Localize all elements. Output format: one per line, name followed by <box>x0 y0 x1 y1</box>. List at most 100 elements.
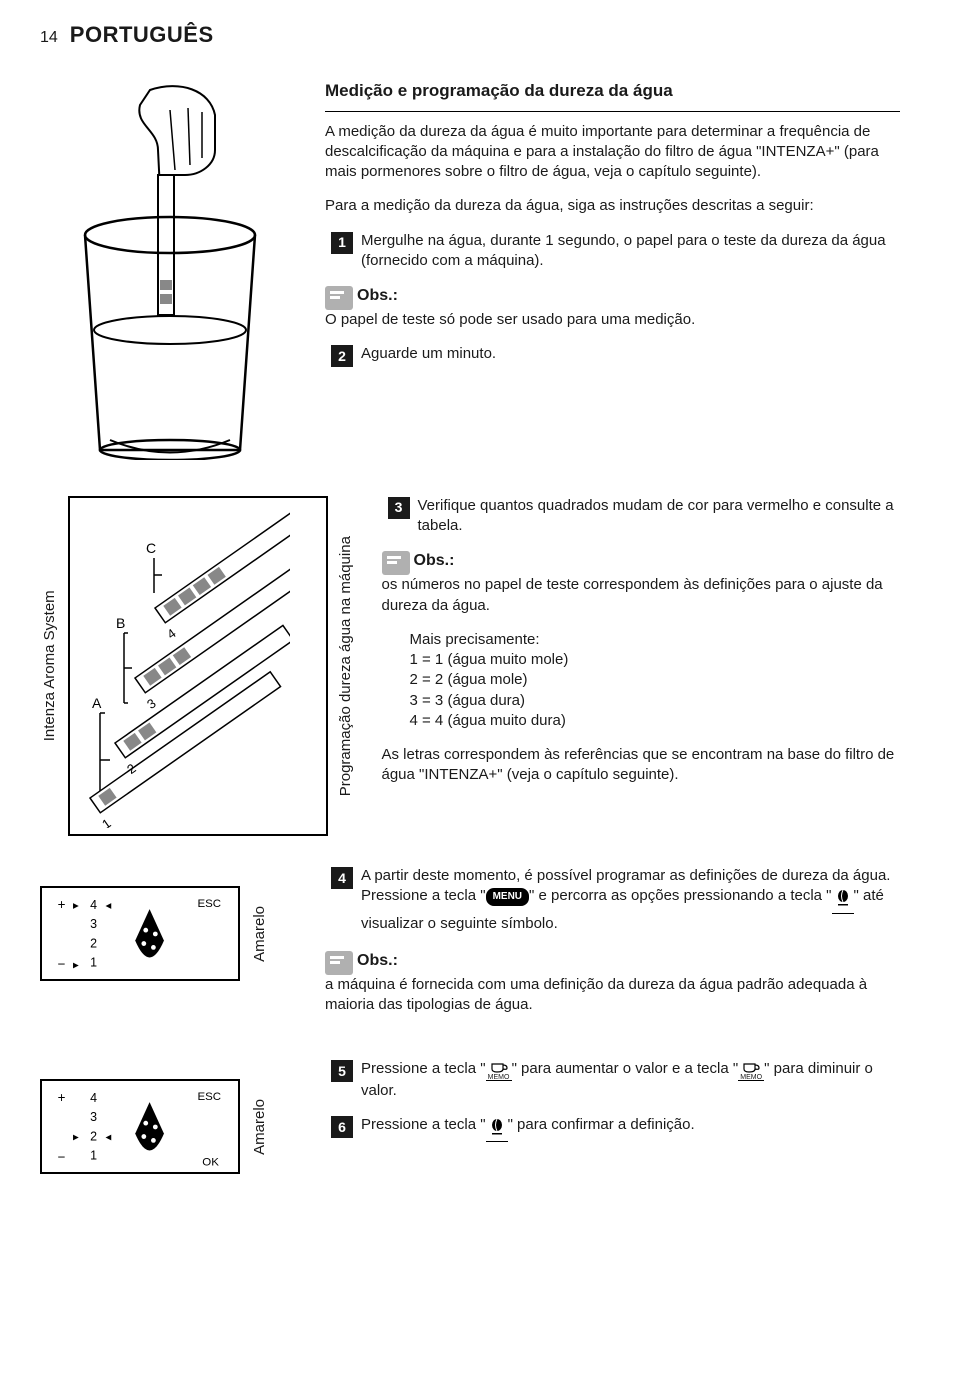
svg-text:−: − <box>58 957 66 972</box>
note2-line: 3 = 3 (água dura) <box>410 691 901 711</box>
page-header: 14 PORTUGUÊS <box>40 20 920 50</box>
svg-text:3: 3 <box>90 1111 97 1125</box>
strips-text-col: 3 Verifique quantos quadrados mudam de c… <box>382 496 921 800</box>
svg-text:3: 3 <box>90 917 97 931</box>
step-2-text: Aguarde um minuto. <box>361 344 900 367</box>
step-num-4: 4 <box>331 867 353 889</box>
note2-line: 2 = 2 (água mole) <box>410 670 901 690</box>
note-icon <box>325 951 353 975</box>
svg-text:4: 4 <box>90 1092 97 1106</box>
note2-line: 4 = 4 (água muito dura) <box>410 711 901 731</box>
row-intro: Medição e programação da dureza da água … <box>40 80 920 466</box>
note-label: Obs.: <box>414 552 455 569</box>
note2-line: 1 = 1 (água muito mole) <box>410 650 901 670</box>
page: 14 PORTUGUÊS <box>0 0 960 1244</box>
bean-icon <box>486 1119 508 1142</box>
step5-part: Pressione a tecla " <box>361 1060 486 1077</box>
svg-text:+: + <box>58 897 66 912</box>
memo-label: MEMO <box>738 1076 764 1080</box>
step-4-text: A partir deste momento, é possível progr… <box>361 866 900 934</box>
note-3: Obs.: a máquina é fornecida com uma defi… <box>325 950 900 1016</box>
illustration-glass <box>40 80 300 466</box>
intro-text-col: Medição e programação da dureza da água … <box>325 80 920 382</box>
svg-text:+: + <box>58 1091 66 1106</box>
step-num-6: 6 <box>331 1116 353 1138</box>
row-strips: Intenza Aroma System A B C <box>40 496 920 836</box>
svg-text:4: 4 <box>164 625 179 641</box>
illustration-strips: Intenza Aroma System A B C <box>40 496 357 836</box>
svg-text:4: 4 <box>90 898 97 912</box>
step-5: 5 Pressione a tecla "MEMO" para aumentar… <box>325 1059 900 1101</box>
svg-text:2: 2 <box>90 1130 97 1144</box>
divider <box>325 111 900 112</box>
svg-text:ESC: ESC <box>197 898 221 910</box>
panel2-svg: + − 4 3 ▸ 2 ◂ 1 ESC OK <box>40 1079 240 1174</box>
bean-icon <box>832 890 854 913</box>
svg-text:−: − <box>58 1150 66 1165</box>
step-2: 2 Aguarde um minuto. <box>325 344 900 367</box>
svg-text:1: 1 <box>90 1149 97 1163</box>
intro-para-2: Para a medição da dureza da água, siga a… <box>325 196 900 216</box>
step-6: 6 Pressione a tecla " " para confirmar a … <box>325 1115 900 1142</box>
vlabel-intenza: Intenza Aroma System <box>40 496 60 836</box>
section-title: Medição e programação da dureza da água <box>325 80 900 103</box>
intro-para-1: A medição da dureza da água é muito impo… <box>325 122 900 183</box>
note-icon <box>325 286 353 310</box>
vlabel-prog: Programação dureza água na máquina <box>336 496 356 836</box>
strip-letter: C <box>146 540 156 556</box>
page-number: 14 <box>40 27 58 49</box>
row-panel2: + − 4 3 ▸ 2 ◂ 1 ESC OK Amarelo <box>40 1059 920 1174</box>
step-num-1: 1 <box>331 232 353 254</box>
illustration-panel2: + − 4 3 ▸ 2 ◂ 1 ESC OK Amarelo <box>40 1059 300 1174</box>
strip-letter: A <box>92 695 102 711</box>
step-3-text: Verifique quantos quadrados mudam de cor… <box>418 496 901 537</box>
svg-text:▸: ▸ <box>73 960 79 972</box>
glass-svg <box>40 80 300 460</box>
strip-letter: B <box>116 615 125 631</box>
vlabel-amarelo-1: Amarelo <box>250 906 270 962</box>
step6-part: " para confirmar a definição. <box>508 1116 695 1133</box>
note-2-body: os números no papel de teste corresponde… <box>382 576 883 613</box>
step-num-2: 2 <box>331 345 353 367</box>
step-3: 3 Verifique quantos quadrados mudam de c… <box>382 496 901 537</box>
step-6-text: Pressione a tecla " " para confirmar a de… <box>361 1115 900 1142</box>
step-1-text: Mergulhe na água, durante 1 segundo, o p… <box>361 231 900 272</box>
note-2-list: Mais precisamente: 1 = 1 (água muito mol… <box>382 630 901 731</box>
svg-text:3: 3 <box>144 695 159 711</box>
step-1: 1 Mergulhe na água, durante 1 segundo, o… <box>325 231 900 272</box>
panel1-text-col: 4 A partir deste momento, é possível pro… <box>325 866 920 1029</box>
svg-text:2: 2 <box>90 937 97 951</box>
svg-text:▸: ▸ <box>73 1132 79 1144</box>
svg-text:▸: ▸ <box>73 900 79 912</box>
step-num-3: 3 <box>388 497 410 519</box>
cup-memo-icon: MEMO <box>738 1062 764 1081</box>
cup-memo-icon: MEMO <box>486 1062 512 1081</box>
note-3-body: a máquina é fornecida com uma definição … <box>325 976 867 1013</box>
step5-part: " para aumentar o valor e a tecla " <box>512 1060 739 1077</box>
panel2-text-col: 5 Pressione a tecla "MEMO" para aumentar… <box>325 1059 920 1156</box>
step-num-5: 5 <box>331 1060 353 1082</box>
svg-text:◂: ◂ <box>106 900 112 912</box>
note-icon <box>382 551 410 575</box>
svg-text:◂: ◂ <box>106 1132 112 1144</box>
svg-text:OK: OK <box>202 1157 219 1169</box>
note-2-tail: As letras correspondem às referências qu… <box>382 745 901 786</box>
menu-icon: MENU <box>486 888 529 906</box>
svg-text:ESC: ESC <box>197 1092 221 1104</box>
svg-text:1: 1 <box>90 956 97 970</box>
note-1-body: O papel de teste só pode ser usado para … <box>325 311 695 328</box>
memo-label: MEMO <box>486 1076 512 1080</box>
panel1-svg: + − ▸ ▸ 4 3 2 1 ◂ ESC <box>40 886 240 981</box>
note-2: Obs.: os números no papel de teste corre… <box>382 550 901 616</box>
illustration-panel1: + − ▸ ▸ 4 3 2 1 ◂ ESC Amarelo <box>40 866 300 981</box>
note-1: Obs.: O papel de teste só pode ser usado… <box>325 285 900 330</box>
language-label: PORTUGUÊS <box>70 20 214 50</box>
step6-part: Pressione a tecla " <box>361 1116 486 1133</box>
note2-line: Mais precisamente: <box>410 630 901 650</box>
step-4: 4 A partir deste momento, é possível pro… <box>325 866 900 934</box>
note-label: Obs.: <box>357 287 398 304</box>
step4-part: " e percorra as opções pressionando a te… <box>529 887 832 904</box>
step-5-text: Pressione a tecla "MEMO" para aumentar o… <box>361 1059 900 1101</box>
note-label: Obs.: <box>357 952 398 969</box>
svg-text:1: 1 <box>99 815 114 827</box>
